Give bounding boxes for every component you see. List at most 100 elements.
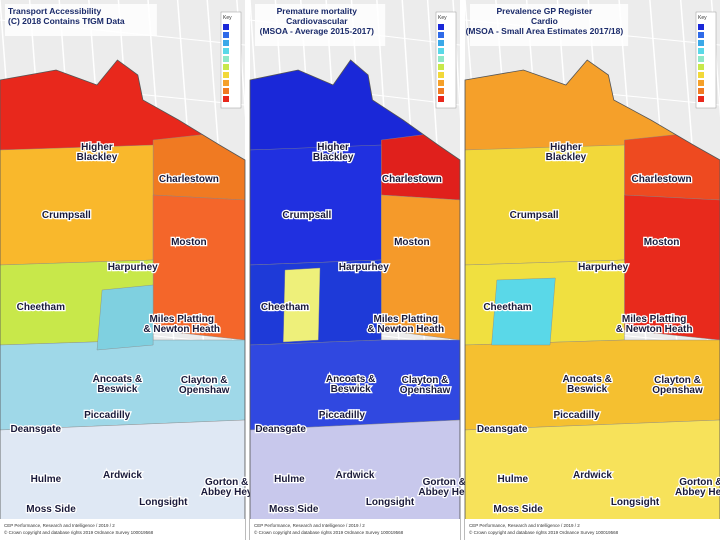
panel-title: Premature mortality xyxy=(277,6,358,16)
ward-label: Deansgate xyxy=(477,424,528,435)
ward-label: Moston xyxy=(644,237,680,248)
legend-swatch xyxy=(438,72,444,78)
title-box xyxy=(255,4,386,46)
legend-swatch xyxy=(438,24,444,30)
ward-label: Clayton & xyxy=(654,375,701,386)
ward-label: Miles Platting xyxy=(149,314,213,325)
ward-label: Blackley xyxy=(313,152,354,163)
legend-swatch xyxy=(698,56,704,62)
legend-swatch xyxy=(438,64,444,70)
map-area xyxy=(96,284,154,351)
footer-text: © Crown copyright and database rights 20… xyxy=(469,529,619,535)
ward-label: Charlestown xyxy=(632,174,692,185)
map-area xyxy=(465,339,720,431)
panel-title: Cardiovascular xyxy=(286,16,348,26)
legend-swatch xyxy=(698,96,704,102)
ward-outline xyxy=(249,59,461,540)
ward-label: Harpurhey xyxy=(339,262,389,273)
legend-swatch xyxy=(698,32,704,38)
legend-swatch xyxy=(223,96,229,102)
ward-label: Piccadilly xyxy=(84,410,131,421)
ward-label: Charlestown xyxy=(159,174,219,185)
ward-label: & Newton Heath xyxy=(367,324,444,335)
map-area xyxy=(0,419,245,540)
footer-text: © Crown copyright and database rights 20… xyxy=(4,529,154,535)
ward-label: Gorton & xyxy=(205,477,248,488)
ward-label: Abbey Hey xyxy=(675,487,720,498)
ward-label: Hulme xyxy=(274,474,305,485)
ward-label: Clayton & xyxy=(402,375,449,386)
legend-swatch xyxy=(438,56,444,62)
ward-label: Higher xyxy=(317,142,349,153)
ward-label: Cheetham xyxy=(483,302,531,313)
legend-swatch xyxy=(698,80,704,86)
ward-label: Ardwick xyxy=(336,470,375,481)
legend-swatch xyxy=(438,32,444,38)
ward-outline xyxy=(0,59,246,540)
ward-label: Blackley xyxy=(546,152,587,163)
ward-label: & Newton Heath xyxy=(616,324,693,335)
ward-label: Openshaw xyxy=(652,385,703,396)
ward-label: Hulme xyxy=(498,474,529,485)
ward-label: Beswick xyxy=(331,384,371,395)
legend-title: Key xyxy=(223,15,232,21)
ward-label: Ardwick xyxy=(573,470,612,481)
ward-label: Moss Side xyxy=(269,504,319,515)
ward-label: Openshaw xyxy=(179,385,230,396)
footer-text: CEP Performance, Research and Intelligen… xyxy=(254,523,365,528)
ward-label: Piccadilly xyxy=(319,410,366,421)
panel-title: (C) 2018 Contains TfGM Data xyxy=(8,16,125,26)
legend-swatch xyxy=(223,64,229,70)
ward-label: Blackley xyxy=(77,152,118,163)
map-area xyxy=(0,144,154,266)
ward-label: Piccadilly xyxy=(553,410,600,421)
ward-label: Crumpsall xyxy=(510,210,559,221)
ward-label: Higher xyxy=(550,142,582,153)
ward-label: Harpurhey xyxy=(108,262,158,273)
ward-label: Crumpsall xyxy=(282,210,331,221)
ward-label: Moss Side xyxy=(26,504,76,515)
legend-swatch xyxy=(698,64,704,70)
ward-label: Cheetham xyxy=(261,302,309,313)
panel-title: (MSOA - Small Area Estimates 2017/18) xyxy=(466,26,624,36)
ward-label: Clayton & xyxy=(181,375,228,386)
map-area xyxy=(250,419,460,540)
ward-label: Longsight xyxy=(139,497,188,508)
ward-label: Ancoats & xyxy=(562,374,611,385)
ward-label: Crumpsall xyxy=(42,210,91,221)
ward-label: Beswick xyxy=(97,384,137,395)
legend-swatch xyxy=(223,72,229,78)
legend-swatch xyxy=(223,56,229,62)
ward-label: Cheetham xyxy=(17,302,65,313)
ward-label: Moss Side xyxy=(493,504,543,515)
ward-label: Longsight xyxy=(611,497,660,508)
ward-label: Gorton & xyxy=(423,477,466,488)
legend-title: Key xyxy=(698,15,707,21)
footer-box xyxy=(0,519,245,540)
legend-swatch xyxy=(223,48,229,54)
ward-label: Hulme xyxy=(31,474,62,485)
legend-swatch xyxy=(438,80,444,86)
legend-swatch xyxy=(698,48,704,54)
footer-box xyxy=(250,519,460,540)
panel-title: Cardio xyxy=(531,16,558,26)
ward-label: Ardwick xyxy=(103,470,142,481)
ward-label: Ancoats & xyxy=(93,374,142,385)
footer-text: CEP Performance, Research and Intelligen… xyxy=(469,523,580,528)
legend-swatch xyxy=(698,88,704,94)
map-area xyxy=(250,339,460,431)
ward-outline xyxy=(464,59,720,540)
ward-label: Miles Platting xyxy=(374,314,438,325)
legend-swatch xyxy=(438,88,444,94)
title-box xyxy=(5,4,157,36)
legend-swatch xyxy=(698,72,704,78)
ward-label: Higher xyxy=(81,142,113,153)
ward-label: Charlestown xyxy=(382,174,442,185)
panel-title: Prevalence GP Register xyxy=(497,6,593,16)
legend-swatch xyxy=(223,32,229,38)
map-area xyxy=(250,144,382,266)
legend-swatch xyxy=(438,96,444,102)
